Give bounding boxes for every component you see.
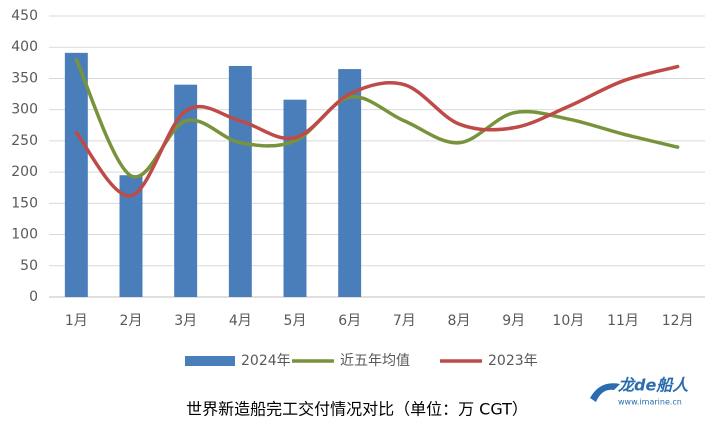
- x-tick-label: 10月: [552, 313, 584, 329]
- x-tick-label: 6月: [338, 313, 361, 329]
- y-tick-label: 0: [29, 289, 38, 305]
- line: [74, 64, 680, 198]
- bar: [228, 65, 252, 297]
- bar: [338, 69, 362, 297]
- y-tick-label: 350: [11, 70, 38, 86]
- watermark-icon: [590, 383, 620, 402]
- y-tick-label: 400: [11, 39, 38, 55]
- bar: [283, 99, 307, 297]
- x-tick-label: 8月: [448, 313, 471, 329]
- y-tick-label: 300: [11, 102, 38, 118]
- y-tick-label: 250: [11, 133, 38, 149]
- watermark-url: www.imarine.cn: [618, 398, 682, 407]
- bar: [64, 52, 88, 297]
- x-tick-label: 2月: [120, 313, 143, 329]
- y-tick-label: 50: [20, 258, 38, 274]
- x-tick-label: 9月: [502, 313, 525, 329]
- legend-label: 2024年: [241, 353, 291, 369]
- legend-label: 近五年均值: [340, 353, 410, 369]
- watermark: 龙de船人 www.imarine.cn: [590, 376, 689, 407]
- watermark-brand: 龙de船人: [618, 376, 689, 395]
- x-tick-label: 7月: [393, 313, 416, 329]
- x-tick-label: 11月: [607, 313, 639, 329]
- x-tick-label: 5月: [284, 313, 307, 329]
- x-tick-label: 12月: [662, 313, 694, 329]
- y-tick-label: 150: [11, 195, 38, 211]
- y-tick-label: 200: [11, 164, 38, 180]
- legend-swatch: [185, 356, 235, 366]
- legend-label: 2023年: [488, 353, 538, 369]
- y-tick-label: 100: [11, 227, 38, 243]
- chart-title: 世界新造船完工交付情况对比（单位：万 CGT）: [186, 400, 528, 419]
- x-tick-label: 3月: [174, 313, 197, 329]
- bar: [119, 175, 143, 297]
- x-tick-label: 4月: [229, 313, 252, 329]
- y-tick-label: 450: [11, 8, 38, 24]
- bar: [174, 84, 198, 297]
- x-tick-label: 1月: [65, 313, 88, 329]
